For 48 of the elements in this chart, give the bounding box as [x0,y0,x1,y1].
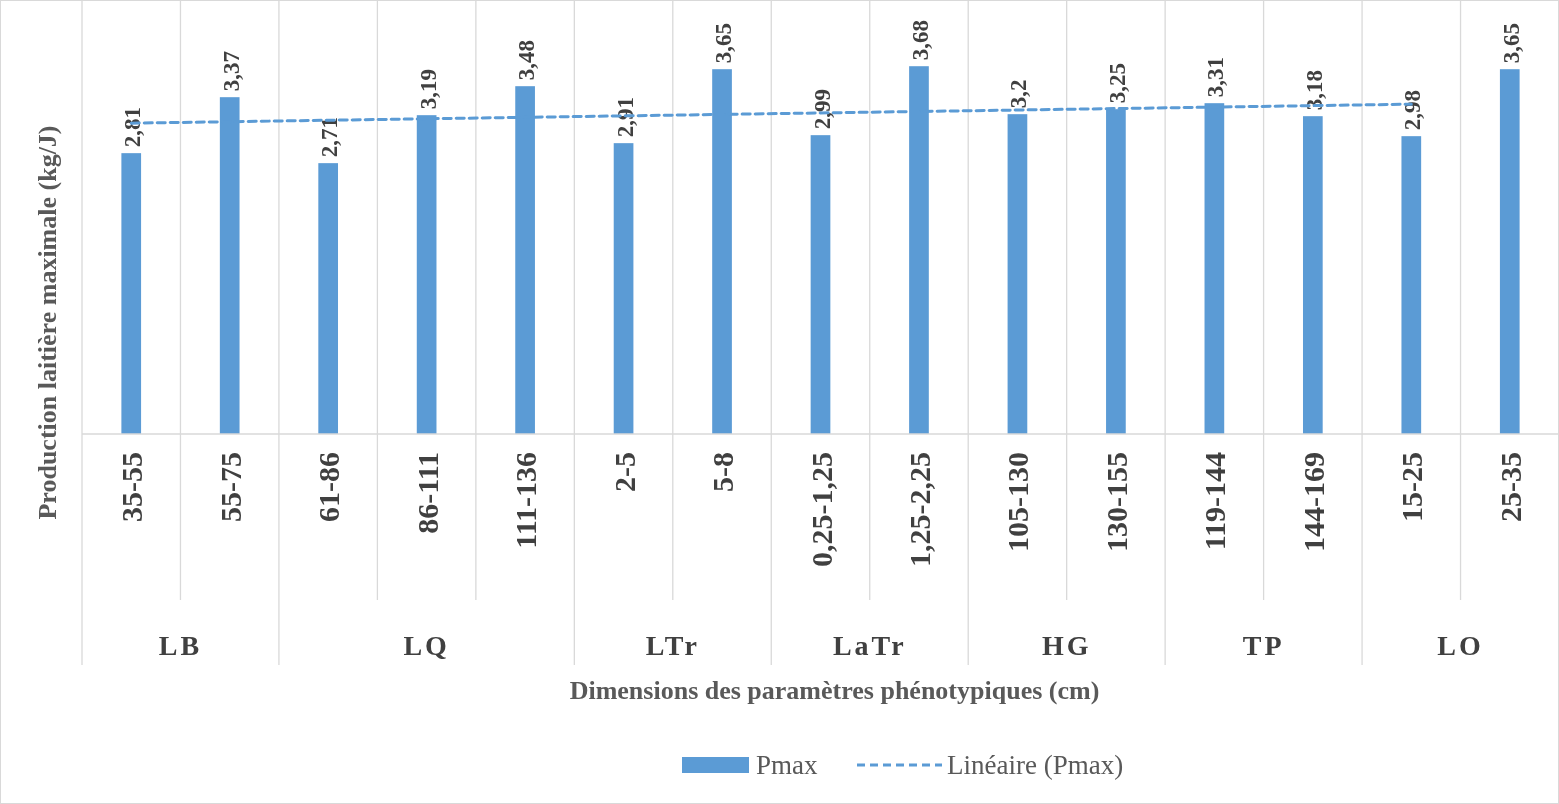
data-label: 3,68 [907,19,933,61]
bar [1007,114,1028,434]
x-tick-label: 61-86 [312,452,346,522]
data-label: 2,99 [809,88,835,130]
data-label: 3,65 [1498,22,1524,64]
data-label: 3,65 [711,22,737,64]
text: LQ [403,630,450,661]
legend-label: Pmax [756,750,818,780]
text: HG [1041,630,1092,661]
text: TP [1242,630,1285,661]
text: LTr [645,630,700,661]
x-tick-label: 119-144 [1198,452,1232,551]
x-tick-label: 15-25 [1395,452,1429,522]
bar [1401,136,1422,434]
legend-label: Linéaire (Pmax) [947,750,1124,780]
x-tick-label: 130-155 [1099,452,1133,552]
x-tick-label: 144-169 [1296,452,1330,552]
data-label: 2,91 [612,96,638,138]
y-axis-title: Production laitière maximale (kg/J) [33,125,62,520]
x-tick-label: 25-35 [1493,452,1527,522]
bar [810,135,831,434]
x-tick-label: 2-5 [607,452,641,492]
data-label: 3,31 [1203,56,1229,98]
x-tick-label: 1,25-2,25 [902,452,936,567]
data-label: 3,25 [1104,62,1130,104]
bar [1499,69,1520,434]
data-label: 2,71 [317,116,343,158]
data-label: 3,48 [514,39,540,81]
bar [121,153,142,434]
x-tick-label: 0,25-1,25 [804,452,838,567]
bar [318,163,339,434]
x-tick-label: 5-8 [706,452,740,492]
x-tick-label: 86-111 [410,452,444,534]
data-label: 3,19 [415,68,441,110]
x-tick-label: 111-136 [509,452,543,549]
bar [1302,116,1323,434]
x-tick-label: 55-75 [213,452,247,522]
text: LO [1437,630,1484,661]
data-label: 3,2 [1006,79,1032,109]
text: LB [158,630,203,661]
x-axis-title: Dimensions des paramètres phénotypiques (cm) [569,676,1100,705]
text: LaTr [832,630,907,661]
data-label: 2,98 [1400,89,1426,131]
data-label: 3,37 [218,50,244,92]
x-tick-label: 105-130 [1001,452,1035,552]
bar [613,143,634,434]
x-tick-label: 35-55 [115,452,149,522]
data-label: 3,18 [1301,69,1327,111]
